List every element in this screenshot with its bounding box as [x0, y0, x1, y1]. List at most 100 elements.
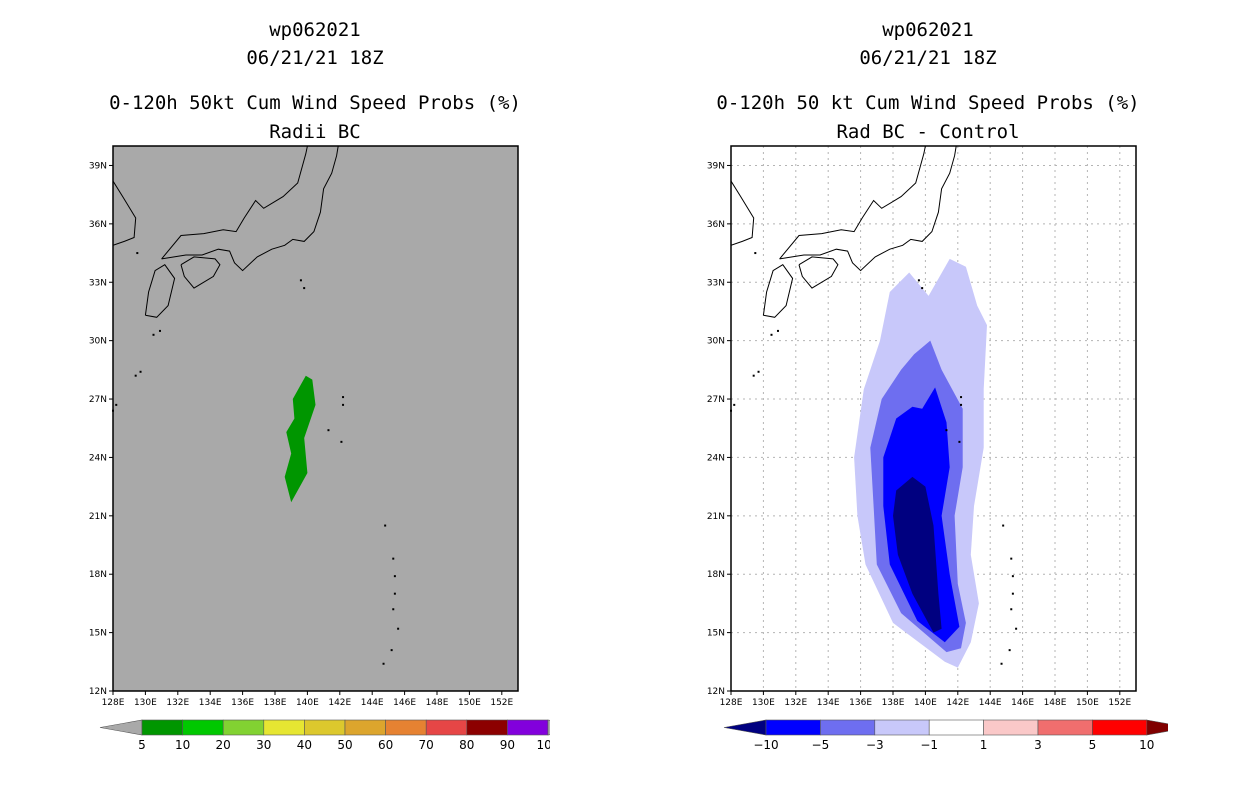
left-colorbar-over-triangle — [547, 719, 550, 736]
left-x-tick-label: 142E — [328, 698, 351, 708]
right-island — [1010, 608, 1013, 611]
right-plot-frame — [730, 145, 1137, 692]
left-island — [152, 333, 155, 336]
right-x-tick-label: 128E — [720, 698, 743, 708]
right-colorbar-label: −10 — [753, 738, 778, 752]
right-y-tick-label: 30N — [707, 337, 725, 347]
left-y-tick-label: 24N — [89, 453, 107, 463]
right-colorbar-label: −3 — [866, 738, 884, 752]
right-island — [770, 333, 773, 336]
left-colorbar-box — [263, 719, 305, 736]
left-x-tick-label: 140E — [296, 698, 319, 708]
left-coastline — [180, 256, 221, 289]
left-x-tick-label: 134E — [199, 698, 222, 708]
left-colorbar-label: 30 — [256, 738, 271, 752]
left-colorbar-box — [507, 719, 549, 736]
right-colorbar-label: 10 — [1139, 738, 1154, 752]
right-island — [752, 374, 755, 377]
left-y-tick-label: 33N — [89, 278, 107, 288]
left-colorbar-box — [141, 719, 183, 736]
left-island — [299, 279, 302, 282]
left-island — [158, 329, 161, 332]
right-island — [1010, 557, 1013, 560]
right-island — [917, 279, 920, 282]
left-x-tick-label: 146E — [393, 698, 416, 708]
left-island — [139, 370, 142, 373]
left-x-tick-label: 132E — [166, 698, 189, 708]
right-y-tick-label: 39N — [707, 161, 725, 171]
left-colorbar-label: 50 — [337, 738, 352, 752]
left-y-tick-label: 36N — [89, 220, 107, 230]
left-y-tick-label: 15N — [89, 629, 107, 639]
left-colorbar-label: 5 — [138, 738, 146, 752]
right-colorbar-box — [765, 719, 821, 736]
right-y-tick-label: 12N — [707, 687, 725, 697]
right-x-tick-label: 144E — [979, 698, 1002, 708]
left-chart-title: 0-120h 50kt Cum Wind Speed Probs (%) — [109, 92, 521, 114]
left-chart-subtitle: Radii BC — [269, 121, 361, 143]
left-x-tick-label: 148E — [426, 698, 449, 708]
right-colorbar-box — [983, 719, 1039, 736]
left-chart-date: 06/21/21 18Z — [246, 47, 384, 69]
left-colorbar-label: 40 — [297, 738, 312, 752]
left-island — [382, 662, 385, 665]
right-colorbar-box — [928, 719, 984, 736]
left-coastline — [161, 146, 308, 260]
left-x-tick-label: 136E — [231, 698, 254, 708]
right-x-tick-label: 152E — [1108, 698, 1131, 708]
left-y-tick-label: 39N — [89, 161, 107, 171]
right-island — [1000, 662, 1003, 665]
left-x-tick-label: 152E — [490, 698, 513, 708]
left-y-tick-label: 18N — [89, 570, 107, 580]
left-plot-frame — [112, 145, 519, 692]
left-colorbar-under-triangle — [99, 719, 143, 736]
right-x-tick-label: 134E — [817, 698, 840, 708]
right-x-tick-label: 142E — [946, 698, 969, 708]
left-island — [327, 429, 330, 432]
right-x-tick-label: 132E — [784, 698, 807, 708]
left-island — [384, 524, 387, 527]
right-colorbar-box — [1037, 719, 1093, 736]
left-colorbar-label: 80 — [459, 738, 474, 752]
right-colorbar-box — [1092, 719, 1148, 736]
left-colorbar-box — [304, 719, 346, 736]
left-island — [393, 575, 396, 578]
left-colorbar-box — [344, 719, 386, 736]
right-island — [754, 252, 757, 255]
left-chart-id: wp062021 — [269, 19, 361, 41]
left-x-tick-label: 128E — [102, 698, 125, 708]
left-x-tick-label: 138E — [264, 698, 287, 708]
left-probability-map: 128E 130E 132E 134E 136E 138E 140E 142E 144E 146E… — [89, 145, 550, 752]
right-x-tick-label: 140E — [914, 698, 937, 708]
right-y-tick-label: 27N — [707, 395, 725, 405]
right-y-tick-label: 33N — [707, 278, 725, 288]
left-colorbar-label: 100 — [537, 738, 550, 752]
right-x-tick-label: 138E — [882, 698, 905, 708]
right-colorbar-label: −5 — [812, 738, 830, 752]
right-x-tick-label: 146E — [1011, 698, 1034, 708]
right-colorbar-over-triangle — [1146, 719, 1168, 736]
right-y-tick-label: 21N — [707, 512, 725, 522]
right-island — [776, 329, 779, 332]
right-coastline — [779, 146, 957, 272]
left-island — [393, 592, 396, 595]
right-y-tick-label: 18N — [707, 570, 725, 580]
right-island — [757, 370, 760, 373]
right-y-tick-label: 36N — [707, 220, 725, 230]
left-colorbar-label: 90 — [500, 738, 515, 752]
right-island — [733, 403, 736, 406]
right-colorbar-label: 5 — [1089, 738, 1097, 752]
left-colorbar-label: 70 — [419, 738, 434, 752]
left-colorbar-label: 10 — [175, 738, 190, 752]
left-coastline — [161, 146, 339, 272]
left-colorbar-box — [466, 719, 508, 736]
right-y-tick-label: 24N — [707, 453, 725, 463]
right-island — [945, 429, 948, 432]
right-x-tick-label: 150E — [1076, 698, 1099, 708]
left-x-tick-label: 144E — [361, 698, 384, 708]
left-colorbar-box — [222, 719, 265, 736]
left-island — [115, 403, 118, 406]
left-island — [342, 396, 345, 399]
left-island — [397, 627, 400, 630]
right-island — [1002, 524, 1005, 527]
